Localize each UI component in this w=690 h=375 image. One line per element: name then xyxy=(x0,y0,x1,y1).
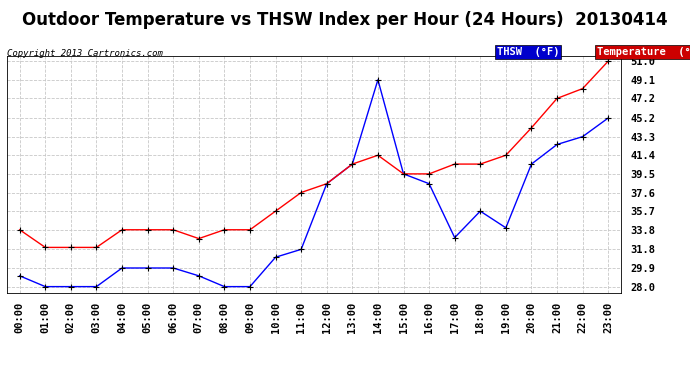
Text: Copyright 2013 Cartronics.com: Copyright 2013 Cartronics.com xyxy=(7,49,163,58)
Text: Temperature  (°F): Temperature (°F) xyxy=(597,47,690,57)
Text: THSW  (°F): THSW (°F) xyxy=(497,47,560,57)
Text: Outdoor Temperature vs THSW Index per Hour (24 Hours)  20130414: Outdoor Temperature vs THSW Index per Ho… xyxy=(22,11,668,29)
